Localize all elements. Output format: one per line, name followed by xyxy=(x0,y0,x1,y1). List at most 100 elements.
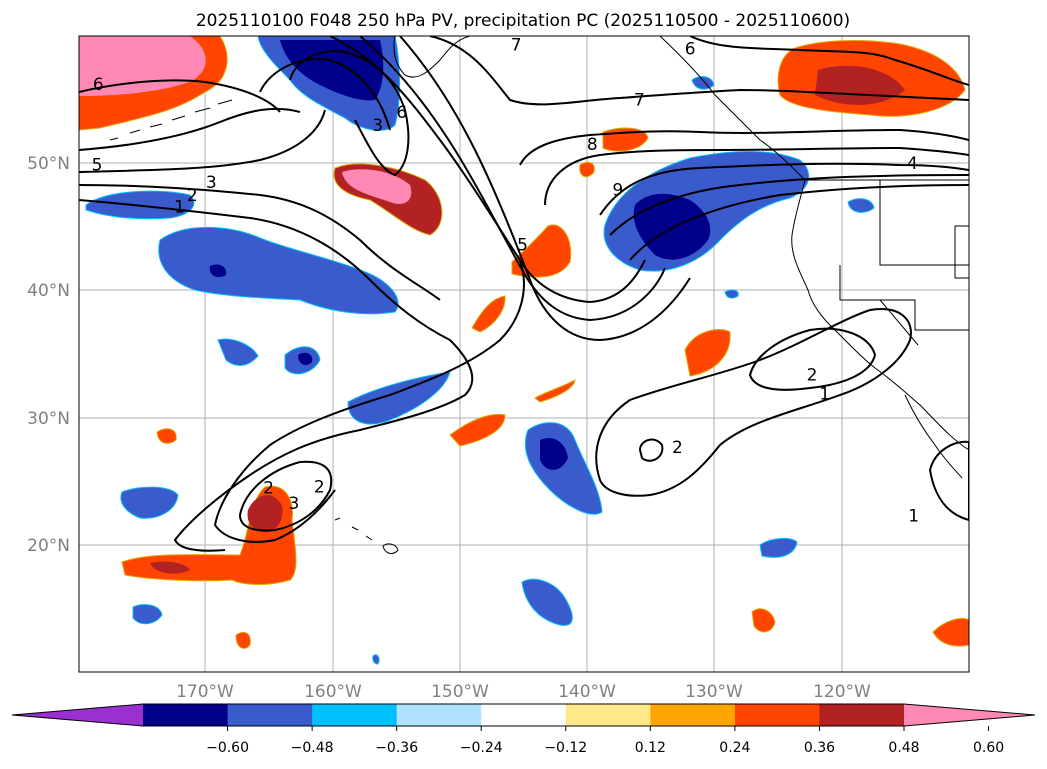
contour-label: 2 xyxy=(263,479,274,499)
contour-label: 6 xyxy=(396,103,407,123)
pv-contours xyxy=(79,36,969,552)
contour-label: 4 xyxy=(907,154,918,174)
pos-blob-center xyxy=(511,224,572,278)
pos-blob-small-4 xyxy=(156,428,177,444)
contour-label: 2 xyxy=(807,365,818,385)
neg-blob-jet-core xyxy=(633,193,711,260)
pv-contour-2-center-loop xyxy=(595,308,912,497)
pv-contour-3-nw xyxy=(79,109,326,173)
neg-blob-north-core xyxy=(280,40,384,101)
pos-blob-streak-1 xyxy=(471,295,506,333)
pv-contour-6-nw xyxy=(79,79,281,113)
pv-contour-1-nw xyxy=(79,199,451,341)
colorbar-segment xyxy=(734,704,820,726)
coast-alaska xyxy=(393,36,471,78)
pv-contour-4-east xyxy=(599,162,969,216)
contour-label: 2 xyxy=(672,438,683,458)
colorbar-extend-max xyxy=(904,704,1035,726)
border-states-3 xyxy=(954,225,969,279)
contour-label: 1 xyxy=(819,384,830,404)
pv-contour-jet-center xyxy=(173,339,474,552)
pos-blob-streak-2 xyxy=(449,413,506,447)
pv-contour-trough-2 xyxy=(359,36,666,322)
lon-tick-130w: 130°W xyxy=(685,682,743,702)
neg-blob-sw xyxy=(120,486,179,519)
pv-contour-trough-3 xyxy=(399,36,691,342)
lon-tick-140w: 140°W xyxy=(558,682,616,702)
pv-contour-north-loop-2 xyxy=(259,58,391,131)
contour-label: 1 xyxy=(908,507,919,527)
pos-blob-hawaii-core-2 xyxy=(150,561,190,574)
lon-tick-120w: 120°W xyxy=(813,682,871,702)
contour-label: 3 xyxy=(372,116,383,136)
baja-coast xyxy=(904,394,963,479)
pv-contour-9-ridge xyxy=(544,146,969,206)
border-ca-nv xyxy=(879,299,919,346)
pv-contour-east-5 xyxy=(609,174,969,236)
neg-blob-small-h xyxy=(132,604,163,625)
contour-label: 8 xyxy=(587,135,598,155)
colorbar-segment xyxy=(227,704,313,726)
pv-contour-7-north xyxy=(429,36,969,106)
lat-tick-50n: 50°N xyxy=(27,154,70,174)
pv-contour-6-north xyxy=(689,36,969,86)
lat-tick-20n: 20°N xyxy=(27,536,70,556)
colorbar-tick-label: 0.24 xyxy=(719,740,750,756)
colorbar-tick-label: 0.60 xyxy=(973,740,1004,756)
border-states-1 xyxy=(879,180,969,266)
colorbar-tick-label: −0.24 xyxy=(460,740,503,756)
pos-blob-dots xyxy=(534,379,576,403)
map-frame xyxy=(78,35,970,673)
neg-blob-small-j xyxy=(372,654,380,665)
pv-contour-3-sw xyxy=(238,460,333,532)
contour-label: 9 xyxy=(612,181,623,201)
lat-tick-40n: 40°N xyxy=(27,281,70,301)
chart-title: 2025110100 F048 250 hPa PV, precipitatio… xyxy=(196,11,850,31)
colorbar-extend-min xyxy=(12,704,143,726)
pos-blob-pink-mid-core xyxy=(342,169,412,205)
lon-tick-labels: 170°W 160°W 150°W 140°W 130°W 120°W xyxy=(176,682,871,702)
colorbar: −0.60 −0.48 −0.36 −0.24 −0.12 0.12 0.24 0.36 0.4… xyxy=(11,703,1036,756)
pv-contour-8-ridge xyxy=(519,128,969,166)
lon-tick-160w: 160°W xyxy=(304,682,362,702)
contour-label: 1 xyxy=(174,197,185,217)
colorbar-tick-label: 0.36 xyxy=(804,740,835,756)
pos-blob-small-7 xyxy=(932,618,969,647)
neg-blob-west xyxy=(158,226,399,315)
colorbar-outline xyxy=(11,703,1036,727)
pos-blob-small-2 xyxy=(579,161,595,178)
hawaii-islands xyxy=(334,517,399,554)
contour-label: 3 xyxy=(206,173,217,193)
colorbar-segment xyxy=(143,704,229,726)
lon-tick-150w: 150°W xyxy=(431,682,489,702)
pv-contour-2-small-loop xyxy=(638,438,664,462)
pos-blob-small-5 xyxy=(235,632,251,649)
pos-blob-small-3 xyxy=(684,328,731,377)
neg-blob-west-core xyxy=(209,264,227,278)
colorbar-segment xyxy=(312,704,398,726)
pv-contour-2-east-loop xyxy=(748,327,877,391)
colorbar-tick-label: −0.36 xyxy=(375,740,418,756)
colorbar-segment xyxy=(565,704,651,726)
contour-label: 5 xyxy=(517,235,528,255)
lat-tick-30n: 30°N xyxy=(27,409,70,429)
pv-contour-north-loop-1 xyxy=(289,50,410,177)
aleutian-islands xyxy=(109,99,233,141)
positive-anomaly-fills xyxy=(79,36,969,649)
neg-blob-west-d xyxy=(347,371,451,425)
contour-label: 3 xyxy=(288,494,299,514)
contour-label: 7 xyxy=(511,36,522,56)
border-states-2 xyxy=(839,265,969,331)
pv-contour-2-sw xyxy=(213,259,525,543)
coast-north-america xyxy=(659,36,969,451)
colorbar-segment xyxy=(819,704,905,726)
neg-blob-small-i xyxy=(724,289,739,299)
colorbar-tick-label: 0.12 xyxy=(635,740,666,756)
neg-blob-south xyxy=(521,578,573,626)
contour-label: 7 xyxy=(634,90,645,110)
neg-blob-mid-core xyxy=(540,438,568,470)
coastlines xyxy=(109,36,969,554)
colorbar-tick-label: −0.60 xyxy=(206,740,249,756)
